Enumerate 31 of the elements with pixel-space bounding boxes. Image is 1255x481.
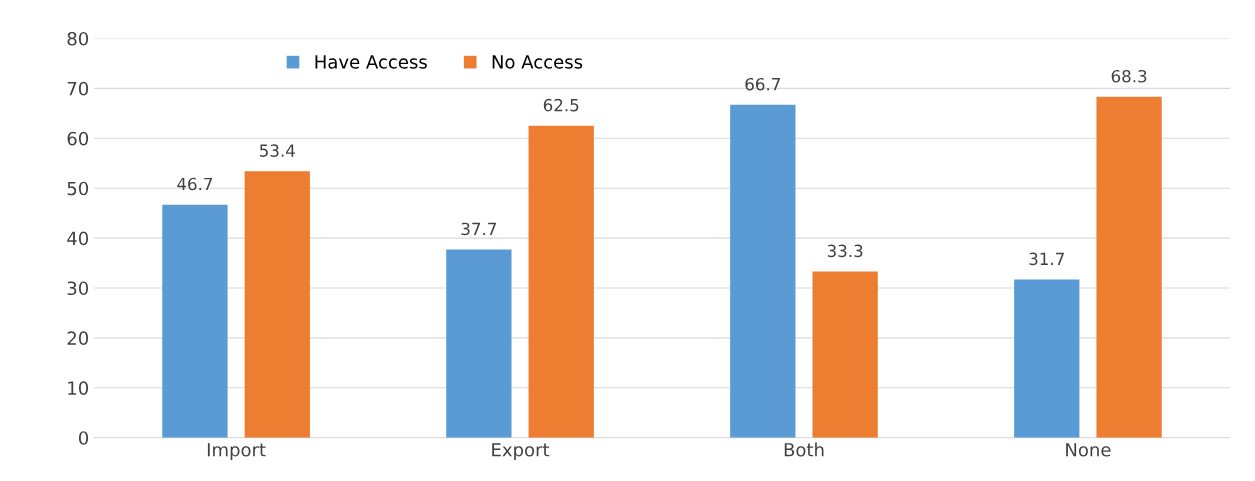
y-tick-label: 80: [67, 31, 89, 46]
legend-label: No Access: [492, 55, 583, 69]
data-label: 33.3: [827, 244, 863, 258]
data-label: 62.5: [543, 98, 579, 112]
bar: [1014, 279, 1080, 438]
y-tick-label: 10: [68, 381, 89, 395]
data-label: 68.3: [1111, 69, 1147, 83]
data-label: 37.7: [461, 222, 496, 236]
y-tick-label: 60: [67, 131, 89, 146]
data-label: 31.7: [1029, 252, 1064, 266]
bar: [812, 271, 878, 438]
bar: [730, 104, 796, 438]
x-tick-label: Import: [207, 443, 266, 461]
y-tick-label: 30: [67, 281, 89, 296]
data-label: 46.7: [177, 177, 213, 191]
y-tick-label: 0: [78, 431, 89, 445]
y-tick-label: 20: [67, 331, 89, 346]
bar: [1096, 96, 1162, 438]
data-label: 53.4: [260, 144, 295, 157]
y-tick-label: 40: [67, 231, 89, 246]
y-tick-label: 50: [67, 181, 89, 196]
data-label: 66.7: [745, 77, 780, 91]
x-tick-label: None: [1066, 443, 1111, 457]
legend-label: Have Access: [315, 55, 427, 69]
x-tick-label: Both: [784, 442, 824, 457]
y-tick-label: 70: [67, 81, 89, 96]
bar: [446, 249, 512, 438]
bar: [162, 204, 228, 438]
bar: [244, 171, 310, 438]
x-tick-label: Export: [492, 443, 550, 461]
bar: [528, 125, 594, 438]
